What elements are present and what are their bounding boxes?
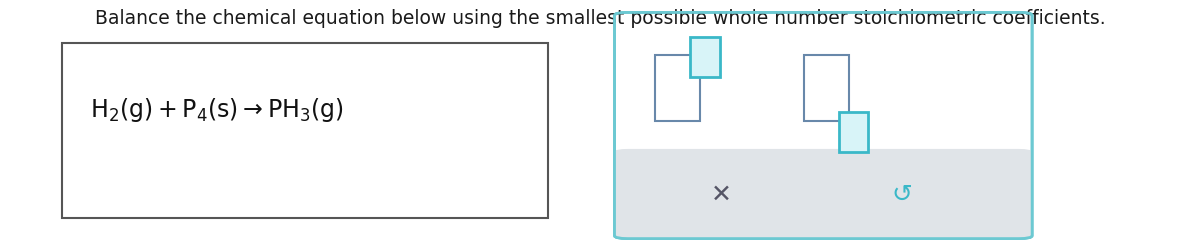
- Bar: [839, 113, 869, 152]
- Bar: [804, 56, 848, 122]
- Text: $\mathrm{H_2(g) + P_4(s) \rightarrow PH_3(g)}$: $\mathrm{H_2(g) + P_4(s) \rightarrow PH_…: [90, 96, 343, 124]
- FancyBboxPatch shape: [614, 13, 1032, 239]
- Text: ✕: ✕: [712, 182, 732, 206]
- Bar: [62, 44, 547, 218]
- Text: Balance the chemical equation below using the smallest possible whole number sto: Balance the chemical equation below usin…: [95, 9, 1105, 28]
- Bar: [690, 38, 720, 78]
- FancyBboxPatch shape: [614, 149, 1032, 239]
- Bar: [628, 152, 1019, 202]
- Text: ↺: ↺: [890, 182, 912, 206]
- Bar: [655, 56, 701, 122]
